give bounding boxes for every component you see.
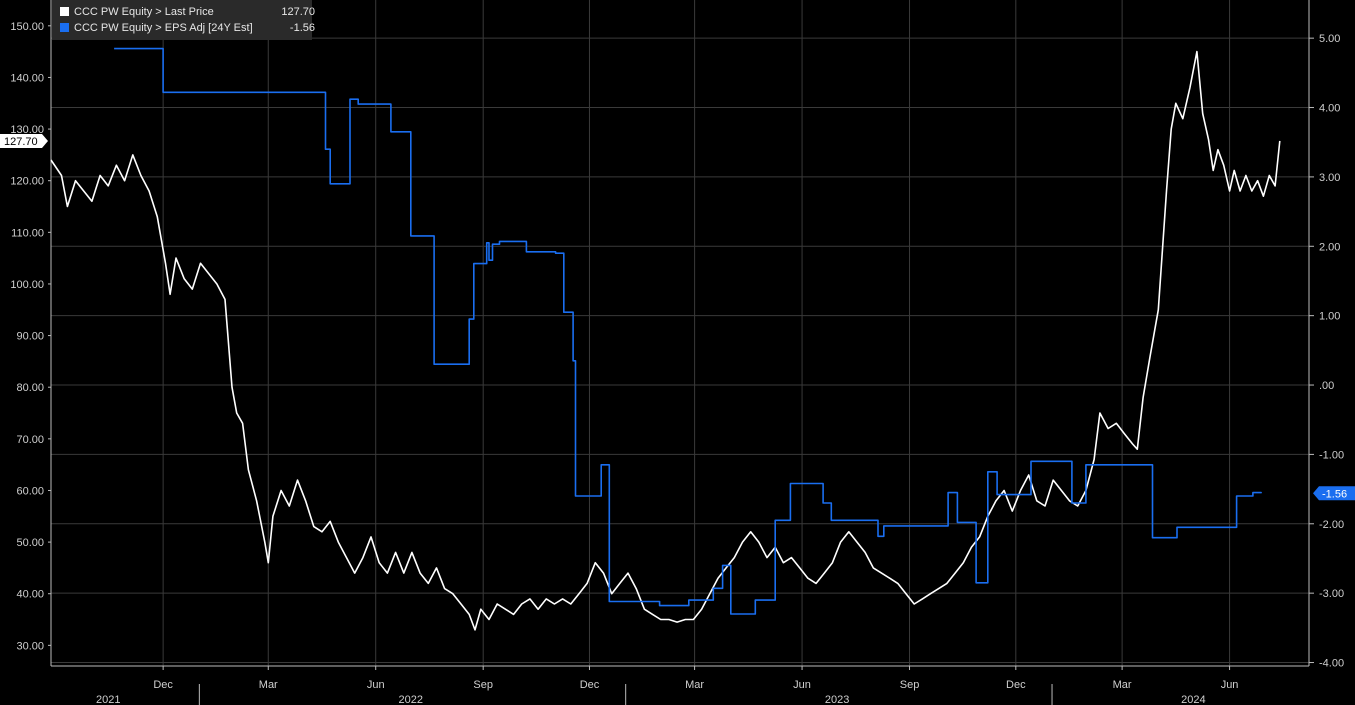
- price-last-badge-label: 127.70: [4, 136, 38, 148]
- y-right-tick-label: 1.00: [1319, 311, 1340, 323]
- legend-item-eps: CCC PW Equity > EPS Adj [24Y Est] -1.56: [60, 21, 315, 35]
- y-left-tick-label: 110.00: [11, 227, 44, 239]
- price-line: [50, 50, 1281, 631]
- y-left-tick-label: 150.00: [10, 21, 44, 33]
- x-month-label: Jun: [793, 679, 811, 691]
- y-right-tick-label: -1.00: [1319, 449, 1344, 461]
- x-month-label: Jun: [1221, 679, 1239, 691]
- legend-item-price: CCC PW Equity > Last Price 127.70: [60, 5, 315, 19]
- x-year-label: 2023: [825, 694, 849, 705]
- y-left-tick-label: 90.00: [16, 331, 44, 343]
- y-right-tick-label: -2.00: [1319, 519, 1344, 531]
- legend-swatch-eps: [60, 23, 69, 32]
- y-right-tick-label: 2.00: [1319, 241, 1340, 253]
- x-month-label: Dec: [1006, 679, 1026, 691]
- x-month-label: Sep: [900, 679, 920, 691]
- x-year-label: 2024: [1181, 694, 1205, 705]
- legend-label-eps: CCC PW Equity > EPS Adj [24Y Est]: [74, 22, 253, 34]
- last-value-badges: 127.70 -1.56: [0, 133, 1355, 501]
- legend: CCC PW Equity > Last Price 127.70 CCC PW …: [52, 0, 315, 40]
- y-left-tick-label: 40.00: [16, 589, 44, 601]
- y-right-tick-label: 3.00: [1319, 172, 1340, 184]
- x-month-label: Mar: [259, 679, 278, 691]
- y-left-tick-label: 140.00: [10, 72, 44, 84]
- y-left-tick-label: 130.00: [10, 124, 44, 136]
- y-right-tick-label: .00: [1319, 380, 1334, 392]
- y-left-tick-label: 80.00: [16, 382, 44, 394]
- eps-last-badge: [1313, 486, 1355, 501]
- series-lines: [50, 47, 1281, 631]
- y-left-tick-label: 120.00: [10, 176, 44, 188]
- eps-last-badge-label: -1.56: [1322, 488, 1347, 500]
- x-month-label: Dec: [580, 679, 600, 691]
- eps-line: [114, 47, 1262, 615]
- y-left-tick-label: 50.00: [16, 537, 44, 549]
- x-year-label: 2022: [399, 694, 423, 705]
- x-month-label: Sep: [473, 679, 493, 691]
- y-left-tick-label: 60.00: [16, 485, 44, 497]
- y-right-tick-label: 5.00: [1319, 33, 1340, 45]
- legend-swatch-price: [60, 7, 69, 16]
- x-month-label: Mar: [1113, 679, 1132, 691]
- x-year-label: 2021: [96, 694, 120, 705]
- y-left-tick-label: 100.00: [10, 279, 44, 291]
- y-left-tick-label: 30.00: [16, 640, 44, 652]
- y-right-tick-label: -3.00: [1319, 588, 1344, 600]
- y-left-tick-label: 70.00: [16, 434, 44, 446]
- y-right-tick-label: 4.00: [1319, 103, 1340, 115]
- x-month-label: Mar: [685, 679, 704, 691]
- axes: 5.00 4.00 3.00 2.00 1.00 .00 -1.00 -2.00 -3.00 -4…: [10, 0, 1344, 705]
- x-month-label: Jun: [367, 679, 385, 691]
- legend-label-price: CCC PW Equity > Last Price: [74, 6, 214, 18]
- x-month-label: Dec: [153, 679, 173, 691]
- y-right-tick-label: -4.00: [1319, 658, 1344, 670]
- gridlines: [51, 0, 1309, 666]
- legend-value-eps: -1.56: [289, 22, 315, 34]
- price-last-badge: [0, 133, 48, 148]
- legend-value-price: 127.70: [281, 6, 315, 18]
